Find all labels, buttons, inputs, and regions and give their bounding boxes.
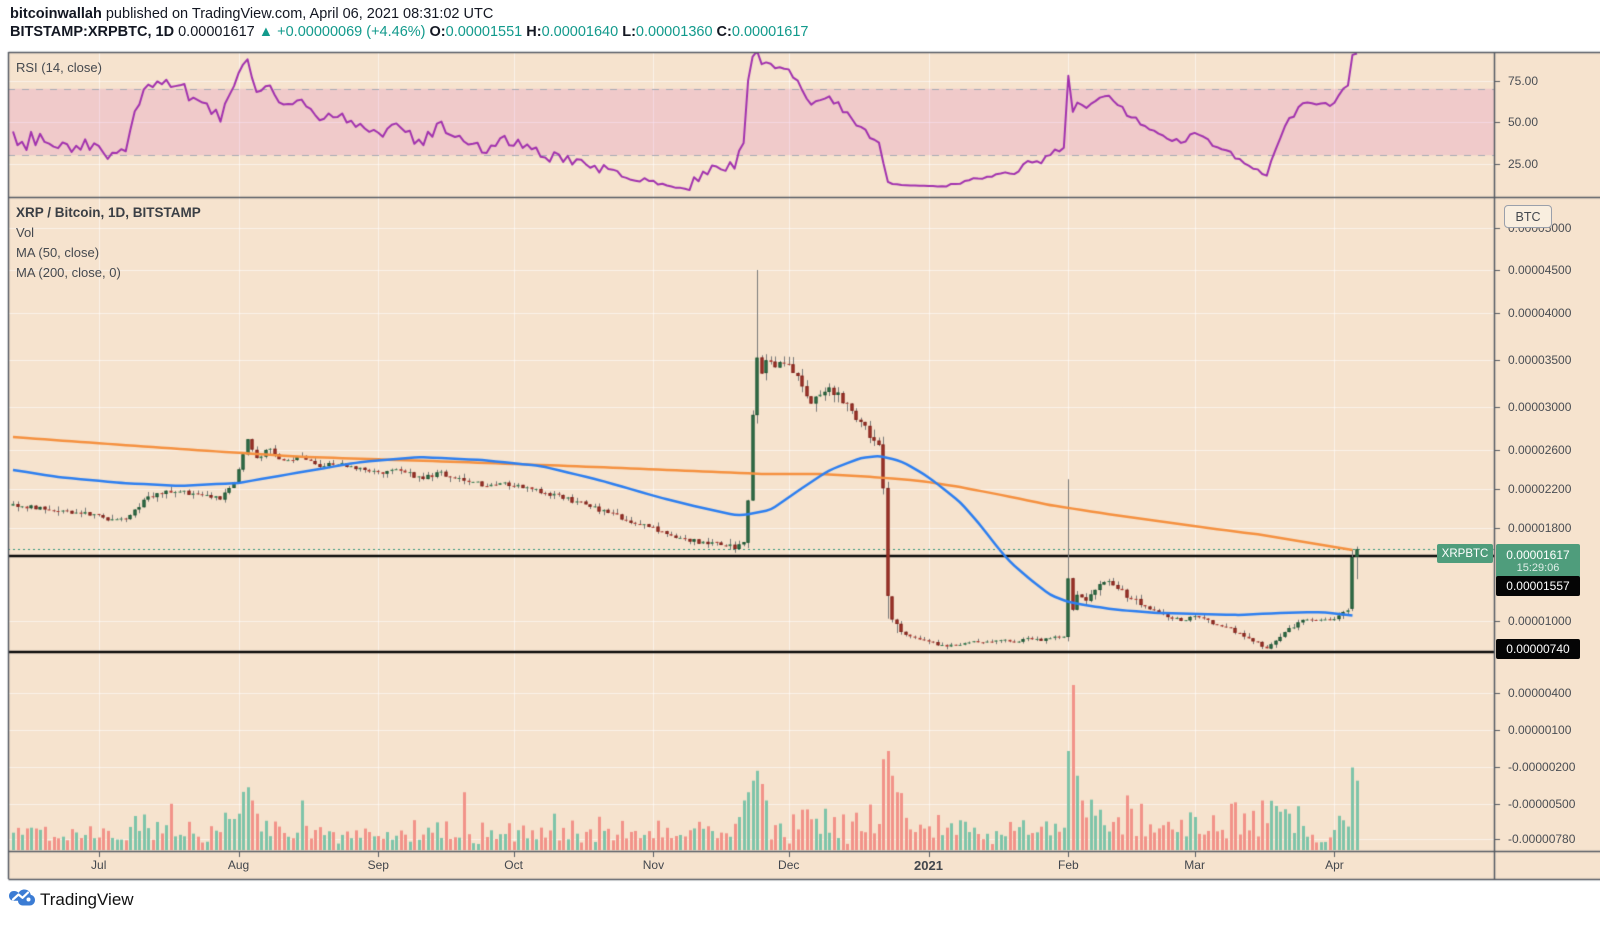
symbol-name[interactable]: BITSTAMP:XRPBTC, 1D xyxy=(10,24,175,40)
author-name: bitcoinwallah xyxy=(10,6,102,22)
time-axis-label: Apr xyxy=(1325,858,1344,872)
time-axis-label: Feb xyxy=(1057,858,1079,872)
price-tick-label: 0.00004000 xyxy=(1508,306,1572,320)
high-value: 0.00001640 xyxy=(541,24,619,40)
main-chart-legend: XRP / Bitcoin, 1D, BITSTAMP Vol MA (50, … xyxy=(16,203,201,283)
rsi-tick-label: 25.00 xyxy=(1508,156,1539,171)
close-value: 0.00001617 xyxy=(731,24,809,40)
price-tick-label: 0.00001800 xyxy=(1508,521,1572,535)
last-price: 0.00001617 xyxy=(178,24,255,40)
legend-volume[interactable]: Vol xyxy=(16,225,35,240)
legend-symbol[interactable]: XRP / Bitcoin, 1D, BITSTAMP xyxy=(16,205,201,220)
price-tick-label: -0.00000500 xyxy=(1508,797,1576,811)
rsi-tick-label: 50.00 xyxy=(1508,115,1539,129)
time-axis-label: Jul xyxy=(91,858,107,872)
price-tick-label: 0.00000400 xyxy=(1508,686,1572,700)
time-axis-label: Nov xyxy=(642,858,665,872)
level-label-lower: 0.00000740 xyxy=(1496,639,1580,659)
price-tick-label: 0.00004500 xyxy=(1508,263,1572,277)
time-axis-label: Mar xyxy=(1184,858,1205,872)
time-axis-label: Sep xyxy=(367,858,389,872)
rsi-indicator-label[interactable]: RSI (14, close) xyxy=(16,60,102,75)
price-line-symbol-tag: XRPBTC xyxy=(1437,544,1493,563)
low-key: L: xyxy=(622,24,636,40)
currency-unit-badge[interactable]: BTC xyxy=(1504,205,1552,228)
time-axis-label: Aug xyxy=(227,858,250,872)
bar-countdown: 15:29:06 xyxy=(1516,562,1560,574)
legend-ma200[interactable]: MA (200, close, 0) xyxy=(16,265,121,280)
open-value: 0.00001551 xyxy=(445,24,523,40)
price-tick-label: -0.00000200 xyxy=(1508,760,1576,774)
legend-ma50[interactable]: MA (50, close) xyxy=(16,245,100,260)
price-tick-label: 0.00003500 xyxy=(1508,353,1572,367)
open-key: O: xyxy=(429,24,446,40)
price-tick-label: 0.00003000 xyxy=(1508,400,1572,414)
symbol-ohlc-line: BITSTAMP:XRPBTC, 1D 0.00001617 ▲ +0.0000… xyxy=(10,24,808,40)
time-axis-label: Oct xyxy=(504,858,523,872)
price-change: +0.00000069 (+4.46%) xyxy=(277,24,426,40)
rsi-tick-label: 75.00 xyxy=(1508,73,1539,88)
time-axis-label: 2021 xyxy=(914,858,943,873)
price-tick-label: 0.00000100 xyxy=(1508,723,1572,737)
tradingview-logo-icon[interactable] xyxy=(8,884,36,912)
publish-text: published on TradingView.com, April 06, … xyxy=(101,6,494,22)
current-price-value: 0.00001617 xyxy=(1506,548,1570,562)
up-arrow-icon: ▲ xyxy=(258,24,274,40)
price-tick-label: -0.00000780 xyxy=(1508,832,1576,846)
price-tick-label: 0.00002600 xyxy=(1508,443,1572,457)
publish-line: bitcoinwallah published on TradingView.c… xyxy=(10,6,493,22)
close-key: C: xyxy=(716,24,732,40)
tradingview-brand-text[interactable]: TradingView xyxy=(40,890,134,909)
current-price-label: 0.00001617 15:29:06 xyxy=(1496,544,1580,578)
level-label-upper: 0.00001557 xyxy=(1496,576,1580,596)
high-key: H: xyxy=(526,24,542,40)
price-tick-label: 0.00002200 xyxy=(1508,482,1572,496)
price-tick-label: 0.00001000 xyxy=(1508,614,1572,628)
low-value: 0.00001360 xyxy=(635,24,713,40)
time-axis-label: Dec xyxy=(778,858,800,872)
